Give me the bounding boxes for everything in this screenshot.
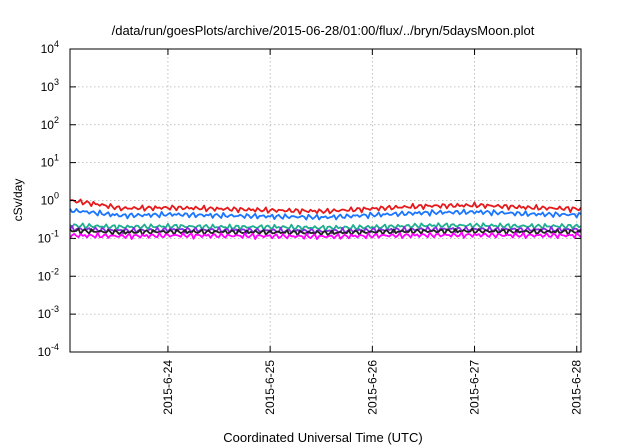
x-tick-label: 2015-6-27 <box>468 360 482 415</box>
series-line-5 <box>69 227 582 237</box>
y-tick-label: 101 <box>41 153 59 170</box>
y-axis: 104 103 102 101 100 10-1 10-2 10-3 10-4 <box>38 39 581 359</box>
series-line-1 <box>69 198 582 215</box>
x-tick-label: 2015-6-25 <box>263 360 277 415</box>
series-group <box>69 198 582 240</box>
y-tick-label: 100 <box>41 191 59 208</box>
x-tick-label: 2015-6-26 <box>365 360 379 415</box>
y-tick-label: 10-2 <box>38 266 59 283</box>
y-tick-label: 10-4 <box>38 342 59 359</box>
y-tick-label: 10-1 <box>38 228 59 245</box>
y-tick-label: 104 <box>41 39 59 56</box>
x-tick-label: 2015-6-28 <box>570 360 584 415</box>
x-axis-label: Coordinated Universal Time (UTC) <box>223 430 422 445</box>
x-tick-label: 2015-6-24 <box>161 360 175 415</box>
y-tick-label: 103 <box>41 77 59 94</box>
x-axis: 2015-6-24 2015-6-25 2015-6-26 2015-6-27 2015… <box>161 49 584 415</box>
y-tick-label: 10-3 <box>38 304 59 321</box>
grid <box>70 49 581 352</box>
y-axis-label: cSv/day <box>11 179 25 222</box>
series-line-2 <box>69 208 582 221</box>
y-tick-label: 102 <box>41 115 59 132</box>
chart-title: /data/run/goesPlots/archive/2015-06-28/0… <box>112 23 535 38</box>
series-line-6 <box>69 231 582 240</box>
